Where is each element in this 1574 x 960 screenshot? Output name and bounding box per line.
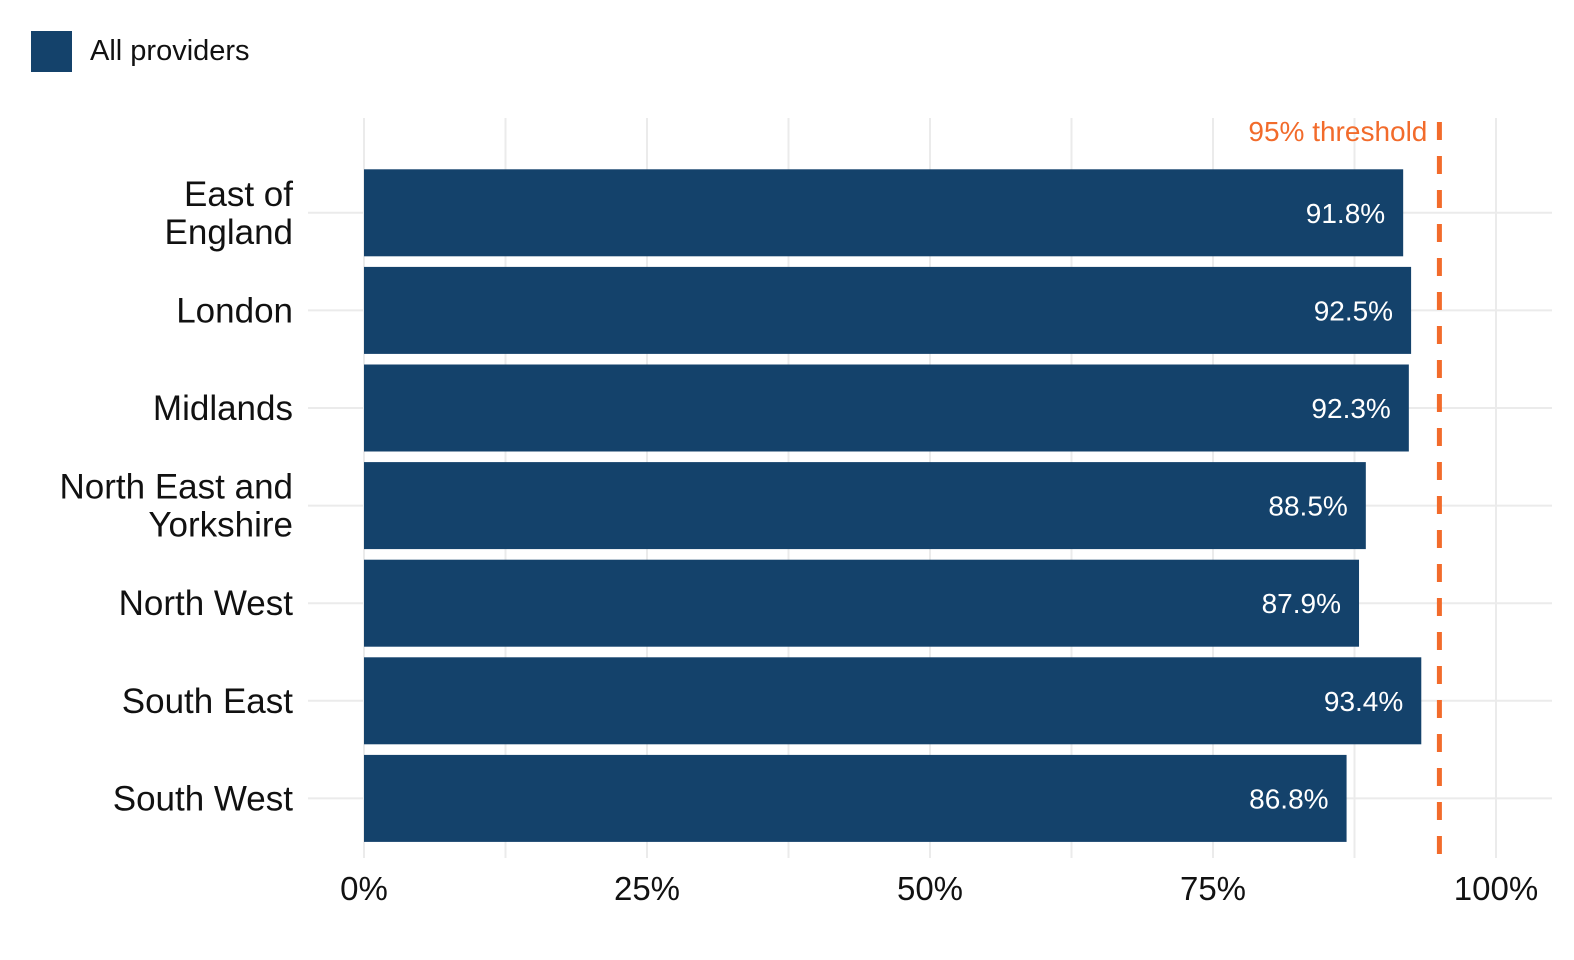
x-tick-label: 50% — [897, 870, 963, 907]
bar-value-label: 92.5% — [1314, 295, 1393, 326]
x-axis-labels: 0% 25% 50% 75% 100% — [340, 870, 1538, 907]
bar — [364, 462, 1366, 550]
bar-value-label: 88.5% — [1268, 491, 1347, 522]
x-tick-label: 100% — [1454, 870, 1538, 907]
category-label: North East and Yorkshire — [60, 468, 293, 545]
category-label: East of England — [165, 175, 294, 252]
threshold-line-group: 95% threshold — [1248, 116, 1442, 858]
bar-value-label: 93.4% — [1324, 686, 1403, 717]
bar — [364, 266, 1412, 354]
bar-value-label: 91.8% — [1306, 198, 1385, 229]
bar — [364, 559, 1360, 647]
category-label: Midlands — [153, 389, 293, 428]
x-tick-label: 25% — [614, 870, 680, 907]
category-label: South West — [113, 779, 294, 818]
category-label: South East — [122, 682, 293, 721]
y-axis-labels: East of England London Midlands North East a… — [60, 175, 294, 819]
bar-value-label: 92.3% — [1311, 393, 1390, 424]
threshold-label: 95% threshold — [1248, 116, 1427, 147]
category-label: North West — [119, 584, 294, 623]
bar — [364, 364, 1409, 452]
category-label: London — [176, 291, 293, 330]
x-tick-label: 75% — [1180, 870, 1246, 907]
bars: 91.8% 92.5% 92.3% 88.5% 87.9% 93.4% 86.8% — [364, 169, 1422, 842]
bar — [364, 754, 1347, 842]
bar — [364, 657, 1422, 745]
legend: All providers — [31, 31, 250, 72]
bar-value-label: 87.9% — [1262, 588, 1341, 619]
legend-swatch — [31, 31, 72, 72]
x-tick-label: 0% — [340, 870, 388, 907]
bar — [364, 169, 1404, 257]
legend-label: All providers — [90, 35, 250, 67]
bar-value-label: 86.8% — [1249, 783, 1328, 814]
